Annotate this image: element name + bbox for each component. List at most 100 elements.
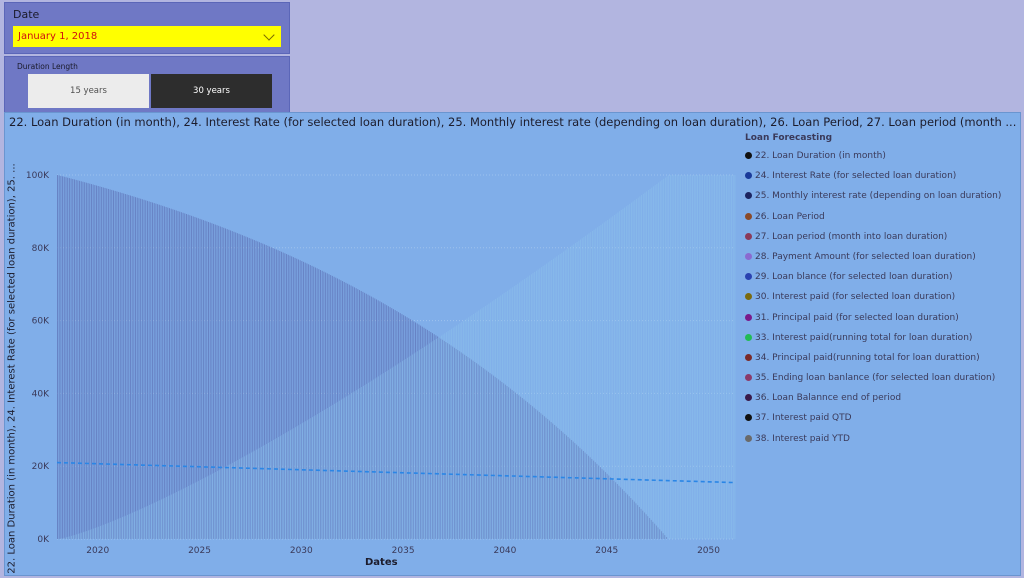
balance-bar [287,254,289,540]
legend-item[interactable]: 37. Interest paid QTD [745,408,1020,428]
balance-bar [270,247,272,539]
interest-bar [542,265,544,539]
balance-bar [630,498,632,539]
interest-bar [495,298,497,539]
interest-bar [322,411,324,539]
interest-bar [138,509,140,539]
interest-bar [463,320,464,539]
balance-bar [163,206,165,539]
interest-bar [642,193,644,539]
balance-bar [308,264,310,539]
interest-bar [561,252,563,539]
interest-bar [98,526,100,539]
interest-bar [437,337,439,539]
interest-bar [74,534,76,539]
interest-bar [188,486,190,539]
balance-bar [248,237,250,539]
interest-bar [205,477,206,539]
interest-bar [636,198,637,539]
balance-bar [550,422,552,539]
interest-bar [198,480,200,539]
balance-bar [443,340,445,539]
interest-bar [722,175,724,539]
interest-bar [700,175,702,539]
interest-bar [356,390,357,539]
interest-bar [731,175,732,539]
balance-bar [155,203,157,539]
interest-bar [64,537,66,539]
interest-bar [284,433,286,539]
interest-bar [306,420,308,539]
interest-bar [717,175,719,539]
interest-bar [530,274,532,539]
duration-15-years-button[interactable]: 15 years [28,74,149,108]
legend-item[interactable]: 38. Interest paid YTD [745,429,1020,449]
balance-bar [325,272,327,539]
balance-bar [280,251,282,539]
balance-bar [213,223,215,540]
interest-bar [425,345,427,539]
interest-bar [607,219,609,539]
legend-item[interactable]: 28. Payment Amount (for selected loan du… [745,247,1020,267]
interest-bar [210,474,212,539]
interest-bar [230,463,232,539]
chevron-down-icon[interactable] [263,29,275,41]
duration-slicer-label: Duration Length [17,62,78,71]
balance-bar [635,503,637,539]
interest-bar [714,175,715,539]
balance-bar [297,259,299,539]
interest-bar [364,384,366,539]
legend-item[interactable]: 34. Principal paid(running total for loa… [745,348,1020,368]
interest-bar [396,364,398,539]
legend-item[interactable]: 29. Loan blance (for selected loan durat… [745,267,1020,287]
interest-bar [415,352,417,539]
date-slicer-label: Date [13,8,40,21]
interest-bar [383,373,385,539]
legend-marker-icon [745,232,752,240]
legend-item[interactable]: 31. Principal paid (for selected loan du… [745,308,1020,328]
interest-bar [184,487,186,539]
interest-bar [446,332,447,539]
balance-bar [272,248,274,539]
interest-bar [430,342,432,539]
legend-item[interactable]: 33. Interest paid(running total for loan… [745,328,1020,348]
interest-bar [142,508,144,539]
legend-item-label: 36. Loan Balannce end of period [755,393,902,404]
balance-bar [535,409,537,539]
legend-item[interactable]: 26. Loan Period [745,207,1020,227]
interest-bar [276,438,278,539]
balance-bar [87,183,89,540]
legend-item[interactable]: 36. Loan Balannce end of period [745,388,1020,408]
balance-bar [162,205,164,539]
interest-bar [581,238,583,539]
interest-bar [464,319,466,539]
interest-bar [94,527,96,539]
interest-bar [115,519,117,539]
interest-bar [252,451,254,539]
balance-bar [175,210,177,540]
interest-bar [335,402,337,539]
legend-item[interactable]: 30. Interest paid (for selected loan dur… [745,287,1020,307]
interest-bar [76,534,78,539]
legend-item[interactable]: 25. Monthly interest rate (depending on … [745,186,1020,206]
balance-bar [209,222,211,539]
interest-bar [519,282,520,539]
legend-item[interactable]: 35. Ending loan banlance (for selected l… [745,368,1020,388]
balance-bar [306,263,308,539]
interest-bar [576,241,578,539]
date-dropdown[interactable]: January 1, 2018 [13,26,281,47]
x-tick-label: 2050 [697,546,720,556]
interest-bar [113,520,115,539]
interest-bar [211,473,213,539]
interest-bar [340,399,342,539]
balance-bar [63,176,65,539]
interest-bar [135,511,137,539]
interest-bar [646,191,648,539]
legend-item[interactable]: 22. Loan Duration (in month) [745,146,1020,166]
interest-bar [719,175,721,539]
interest-bar [529,275,531,539]
duration-30-years-button[interactable]: 30 years [151,74,272,108]
interest-bar [110,522,111,539]
legend-item[interactable]: 27. Loan period (month into loan duratio… [745,227,1020,247]
legend-item[interactable]: 24. Interest Rate (for selected loan dur… [745,166,1020,186]
